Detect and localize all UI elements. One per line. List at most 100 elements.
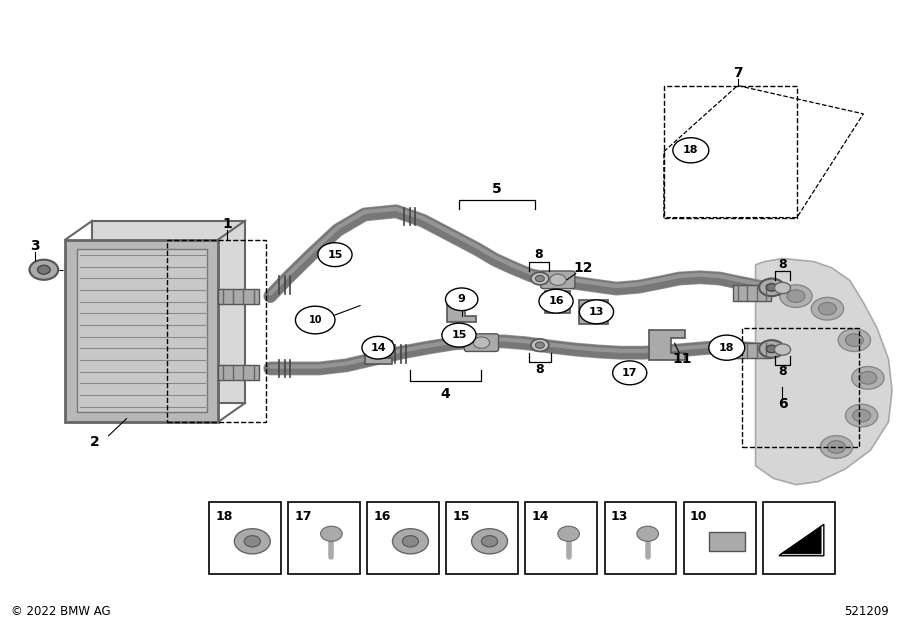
Circle shape [852, 410, 870, 422]
Circle shape [709, 335, 744, 360]
FancyBboxPatch shape [464, 334, 499, 352]
Text: 6: 6 [778, 398, 788, 411]
FancyBboxPatch shape [367, 502, 439, 575]
Circle shape [320, 526, 342, 541]
Circle shape [539, 289, 573, 313]
Circle shape [558, 526, 580, 541]
Circle shape [851, 367, 884, 389]
Text: 16: 16 [374, 510, 391, 522]
Text: 13: 13 [589, 307, 604, 317]
Polygon shape [709, 532, 744, 551]
Polygon shape [447, 298, 476, 322]
Circle shape [244, 536, 260, 547]
FancyBboxPatch shape [734, 343, 770, 358]
Circle shape [827, 441, 845, 454]
Text: 14: 14 [532, 510, 549, 522]
Polygon shape [780, 527, 821, 554]
Text: 18: 18 [683, 146, 698, 156]
Circle shape [531, 272, 549, 285]
Circle shape [234, 529, 270, 554]
FancyBboxPatch shape [526, 502, 598, 575]
FancyBboxPatch shape [446, 502, 518, 575]
Circle shape [295, 306, 335, 334]
Text: 18: 18 [215, 510, 233, 522]
Circle shape [550, 274, 566, 285]
Circle shape [473, 337, 490, 348]
Polygon shape [545, 292, 571, 314]
Circle shape [759, 340, 784, 358]
Text: 9: 9 [458, 294, 465, 304]
Circle shape [673, 138, 709, 163]
Circle shape [613, 361, 647, 385]
Circle shape [774, 282, 790, 294]
Circle shape [774, 344, 790, 355]
Circle shape [787, 290, 805, 302]
Circle shape [362, 336, 394, 359]
Text: 11: 11 [672, 352, 691, 366]
Circle shape [845, 404, 877, 427]
FancyBboxPatch shape [762, 502, 834, 575]
Circle shape [30, 260, 58, 280]
Text: 8: 8 [778, 258, 787, 271]
Text: 4: 4 [441, 387, 450, 401]
Text: 12: 12 [573, 261, 593, 275]
Circle shape [859, 372, 877, 384]
Polygon shape [755, 258, 892, 484]
Circle shape [536, 275, 544, 282]
Circle shape [766, 284, 777, 291]
Circle shape [759, 278, 784, 296]
Text: 13: 13 [611, 510, 628, 522]
Text: 3: 3 [30, 239, 40, 253]
Circle shape [838, 329, 870, 352]
Circle shape [779, 285, 812, 307]
Circle shape [442, 323, 476, 347]
Circle shape [318, 243, 352, 266]
Circle shape [637, 526, 659, 541]
Circle shape [472, 529, 508, 554]
FancyBboxPatch shape [93, 220, 245, 403]
Circle shape [820, 436, 852, 458]
Circle shape [580, 300, 614, 324]
Text: 17: 17 [622, 368, 637, 378]
Text: 18: 18 [719, 343, 734, 353]
Text: 8: 8 [535, 248, 544, 261]
Text: © 2022 BMW AG: © 2022 BMW AG [12, 605, 111, 618]
Circle shape [531, 339, 549, 352]
Text: 521209: 521209 [844, 605, 888, 618]
Polygon shape [580, 300, 608, 324]
Circle shape [766, 345, 777, 353]
Text: 16: 16 [548, 296, 563, 306]
Circle shape [482, 536, 498, 547]
FancyBboxPatch shape [77, 249, 207, 413]
Text: 8: 8 [536, 362, 544, 375]
Circle shape [402, 536, 418, 547]
FancyBboxPatch shape [734, 285, 770, 301]
Circle shape [818, 302, 836, 315]
FancyBboxPatch shape [605, 502, 677, 575]
Text: 7: 7 [733, 66, 742, 80]
Polygon shape [650, 330, 686, 360]
FancyBboxPatch shape [541, 271, 575, 289]
FancyBboxPatch shape [684, 502, 755, 575]
FancyBboxPatch shape [288, 502, 360, 575]
Text: 10: 10 [690, 510, 707, 522]
Text: 1: 1 [222, 217, 232, 231]
Text: 2: 2 [90, 435, 100, 449]
Text: 14: 14 [370, 343, 386, 353]
Circle shape [811, 297, 843, 320]
Text: 5: 5 [492, 182, 501, 197]
Circle shape [845, 334, 863, 347]
Text: 17: 17 [294, 510, 312, 522]
Text: 15: 15 [451, 330, 467, 340]
Text: 8: 8 [778, 365, 787, 378]
Circle shape [392, 529, 428, 554]
Circle shape [446, 288, 478, 311]
Text: 15: 15 [453, 510, 470, 522]
Circle shape [536, 342, 544, 348]
FancyBboxPatch shape [66, 239, 218, 422]
Polygon shape [364, 341, 392, 364]
Circle shape [38, 265, 50, 274]
FancyBboxPatch shape [209, 502, 281, 575]
Text: 10: 10 [309, 315, 322, 325]
Text: 15: 15 [328, 249, 343, 260]
